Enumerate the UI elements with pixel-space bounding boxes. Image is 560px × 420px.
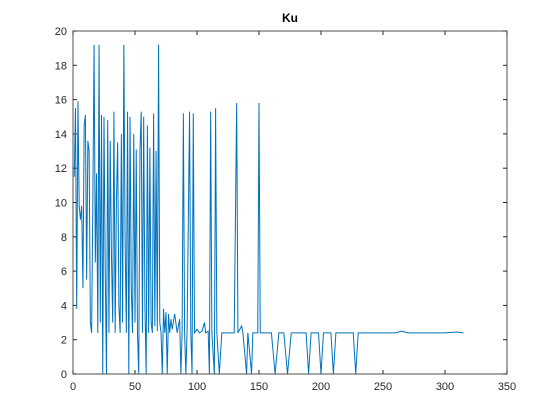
y-tick-label: 14 bbox=[55, 129, 67, 141]
y-tick-label: 4 bbox=[61, 300, 67, 312]
x-tick-label: 250 bbox=[374, 381, 392, 393]
x-tick-label: 300 bbox=[436, 381, 454, 393]
y-tick-label: 16 bbox=[55, 95, 67, 107]
y-tick-label: 6 bbox=[61, 266, 67, 278]
chart-title: Ku bbox=[282, 11, 298, 25]
y-tick-label: 18 bbox=[55, 60, 67, 72]
data-line bbox=[73, 44, 464, 375]
axes-box bbox=[72, 30, 508, 375]
y-tick-label: 2 bbox=[61, 335, 67, 347]
x-tick-label: 50 bbox=[129, 381, 141, 393]
x-tick-label: 0 bbox=[70, 381, 76, 393]
y-tick-label: 20 bbox=[55, 26, 67, 38]
y-tick-label: 10 bbox=[55, 198, 67, 210]
plot-area bbox=[73, 31, 507, 374]
y-tick-label: 12 bbox=[55, 163, 67, 175]
y-tick-label: 8 bbox=[61, 232, 67, 244]
x-tick-label: 200 bbox=[312, 381, 330, 393]
x-tick-label: 100 bbox=[188, 381, 206, 393]
x-tick-label: 150 bbox=[250, 381, 268, 393]
x-tick-label: 350 bbox=[498, 381, 516, 393]
y-tick-label: 0 bbox=[61, 369, 67, 381]
